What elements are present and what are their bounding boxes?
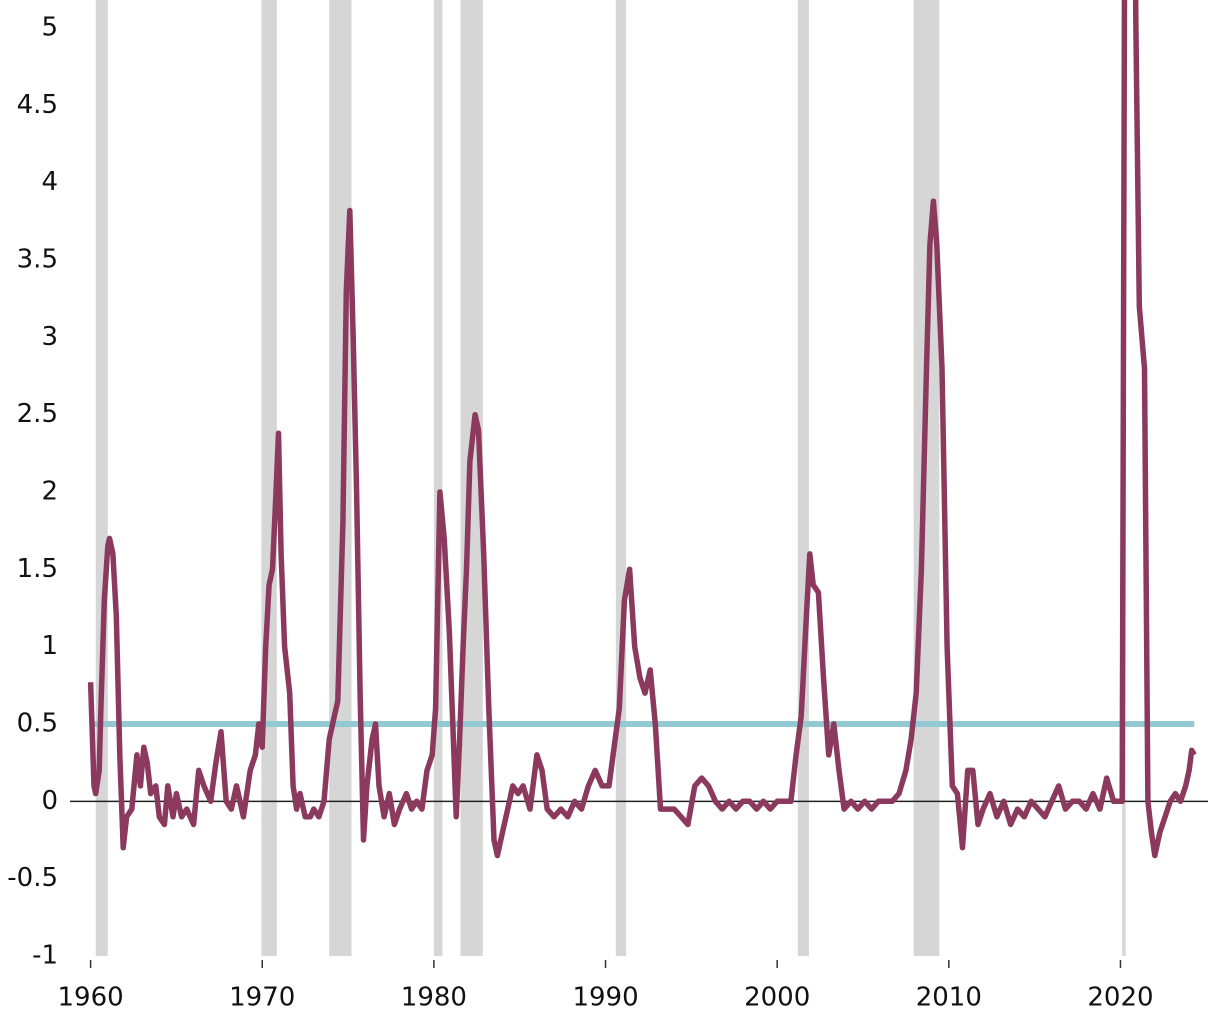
recession-band: [433, 0, 443, 956]
x-tick-label: 1960: [58, 983, 124, 1013]
y-tick-label: 4: [41, 167, 58, 197]
recession-band: [329, 0, 352, 956]
x-tick-label: 1980: [401, 983, 467, 1013]
x-tick-label: 1990: [572, 983, 638, 1013]
x-tick-label: 2000: [744, 983, 810, 1013]
y-tick-label: 2.5: [17, 399, 58, 429]
y-tick-label: 5: [41, 13, 58, 43]
y-tick-label: 4.5: [17, 90, 58, 120]
y-tick-label: 0: [41, 786, 58, 816]
x-tick-label: 1970: [229, 983, 295, 1013]
y-tick-label: 3: [41, 322, 58, 352]
series-line: [87, 0, 1197, 859]
y-tick-label: 2: [41, 477, 58, 507]
x-tick-label: 2010: [916, 983, 982, 1013]
y-tick-label: -1: [32, 941, 58, 971]
y-tick-label: 3.5: [17, 245, 58, 275]
recession-band: [913, 0, 940, 956]
recession-band: [615, 0, 627, 956]
y-tick-label: 0.5: [17, 709, 58, 739]
y-tick-label: 1: [41, 631, 58, 661]
y-tick-label: 1.5: [17, 554, 58, 584]
recession-band: [95, 0, 108, 956]
x-tick-label: 2020: [1087, 983, 1153, 1013]
y-tick-label: -0.5: [7, 863, 58, 893]
recession-band: [797, 0, 809, 956]
